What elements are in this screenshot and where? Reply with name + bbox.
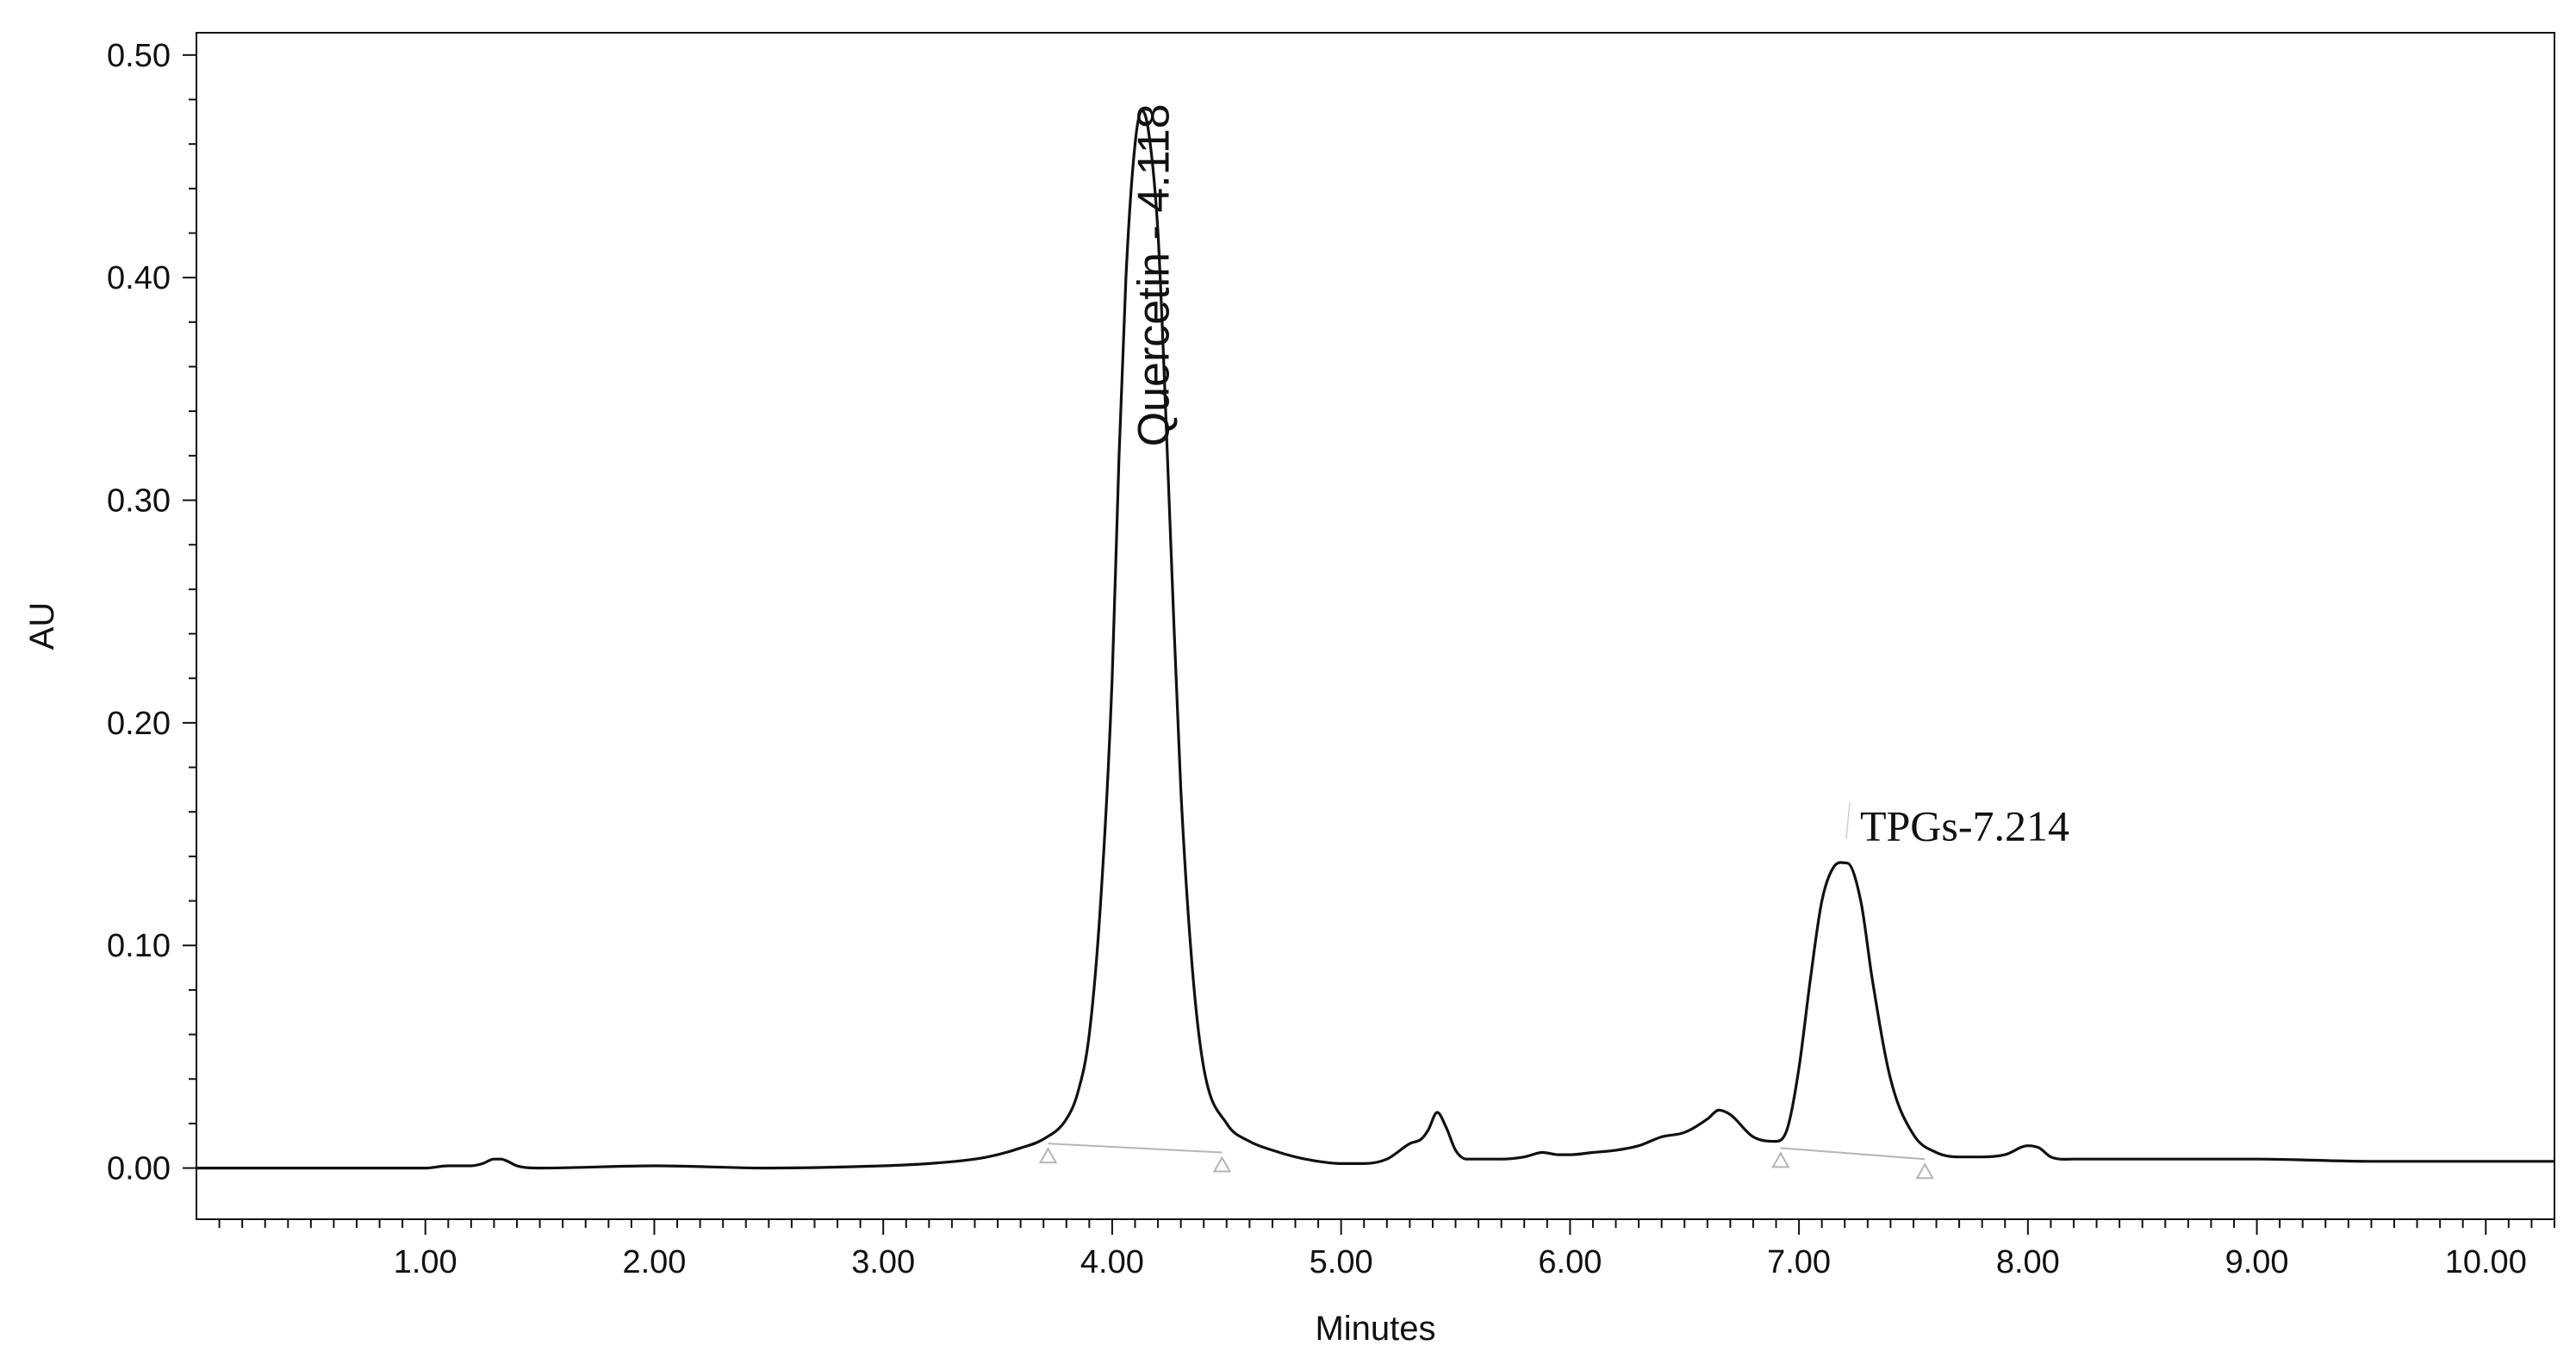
x-tick-label: 7.00 <box>1767 1244 1831 1280</box>
y-axis-label: AU <box>23 602 61 651</box>
x-tick-label: 4.00 <box>1080 1244 1144 1280</box>
tick-labels: 0.00 0.10 0.20 0.30 0.40 0.50 1.00 2.00 3.00 4.00… <box>107 38 2527 1280</box>
tick-marks <box>183 53 2555 1235</box>
x-tick-label: 1.00 <box>394 1244 457 1280</box>
peak-marker <box>1038 1147 1058 1164</box>
x-tick-label: 3.00 <box>851 1244 915 1280</box>
x-tick-label: 5.00 <box>1310 1244 1373 1280</box>
integration-baselines <box>1038 1143 1934 1180</box>
baseline-segment <box>1048 1143 1223 1154</box>
x-tick-label: 2.00 <box>622 1244 686 1280</box>
x-tick-label: 9.00 <box>2225 1244 2289 1280</box>
chromatogram-trace <box>196 109 2554 1170</box>
y-tick-label: 0.40 <box>107 260 171 296</box>
x-tick-label: 8.00 <box>1996 1244 2060 1280</box>
y-tick-label: 0.10 <box>107 928 171 964</box>
y-tick-label: 0.30 <box>107 483 171 520</box>
peak-annotations: Quercetin - 4.118 TPGs-7.214 <box>1129 103 2069 850</box>
quercetin-peak-label: Quercetin - 4.118 <box>1129 103 1179 446</box>
x-axis-label: Minutes <box>1315 1310 1435 1348</box>
y-tick-label: 0.20 <box>107 706 171 742</box>
x-tick-label: 10.00 <box>2445 1244 2527 1280</box>
peak-marker <box>1212 1155 1232 1173</box>
tpgs-peak-label: TPGs-7.214 <box>1860 802 2069 850</box>
plot-frame <box>196 32 2555 1220</box>
peak-marker <box>1771 1151 1790 1168</box>
y-tick-label: 0.00 <box>107 1151 171 1187</box>
y-tick-label: 0.50 <box>107 38 171 74</box>
x-tick-label: 6.00 <box>1538 1244 1602 1280</box>
peak-marker <box>1915 1162 1934 1180</box>
tpgs-label-leader <box>1845 802 1851 839</box>
baseline-segment <box>1780 1147 1926 1161</box>
